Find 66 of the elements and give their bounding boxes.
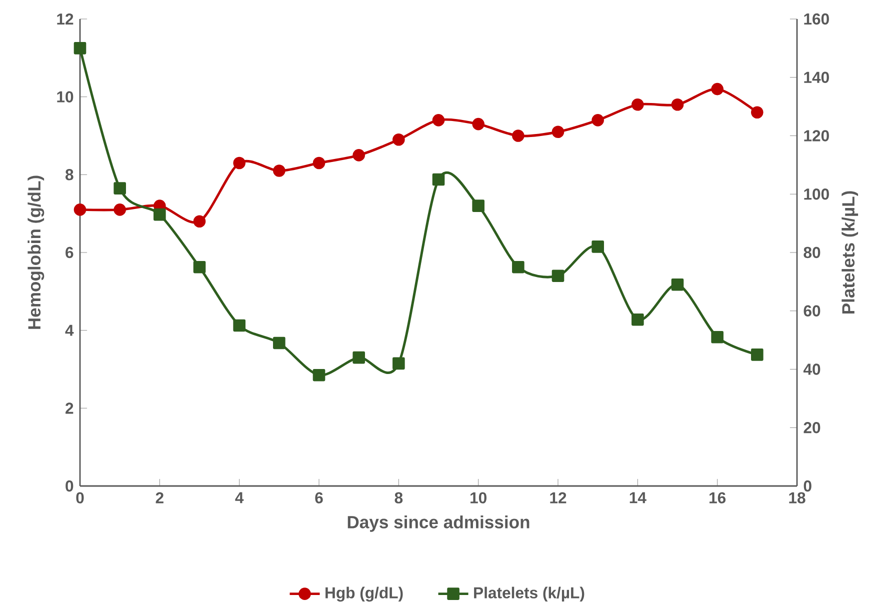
legend-label: Hgb (g/dL)	[326, 586, 403, 602]
point	[751, 106, 764, 119]
point	[432, 114, 445, 126]
y-tick-label: 2	[66, 402, 74, 414]
x-tick-label: 10	[470, 492, 486, 504]
point	[154, 208, 166, 221]
y-tick-label: 10	[57, 91, 74, 102]
x-tick-label: 16	[710, 492, 726, 504]
point	[74, 42, 86, 54]
point	[233, 319, 246, 332]
x-tick-label: 12	[550, 492, 566, 504]
point	[193, 260, 206, 274]
point	[352, 351, 365, 364]
x-tick-label: 14	[630, 492, 646, 504]
y-tick-label: 4	[65, 324, 74, 336]
x-tick-label: 4	[235, 492, 244, 504]
y-tick-label: 0	[66, 480, 74, 492]
x-tick-label: 0	[76, 492, 84, 504]
y2-tick-label: 0	[804, 480, 812, 492]
point	[193, 215, 206, 228]
y2-tick-label: 120	[804, 130, 829, 142]
y2-tick-label: 80	[804, 246, 820, 258]
point	[512, 130, 524, 142]
point	[432, 173, 445, 186]
x-tick-label: 2	[156, 492, 164, 504]
point	[352, 149, 365, 162]
point	[233, 156, 246, 170]
point	[592, 114, 604, 126]
legend-label: Platelets (k/µL)	[474, 586, 584, 602]
point	[74, 204, 86, 216]
point	[751, 348, 764, 361]
point	[632, 313, 644, 326]
point	[472, 200, 484, 212]
y-tick-label: 8	[65, 169, 74, 180]
point	[552, 126, 564, 138]
point	[592, 240, 604, 253]
point	[711, 331, 724, 344]
point	[512, 260, 524, 274]
y-axis-title: Hemoglobin (g/dL)	[28, 176, 44, 329]
y2-tick-label: 100	[804, 188, 829, 200]
point	[632, 98, 644, 111]
y2-tick-label: 40	[803, 364, 820, 375]
x-tick-label: 18	[789, 492, 806, 504]
point	[114, 204, 126, 216]
point	[273, 164, 286, 177]
y2-tick-label: 140	[804, 72, 829, 83]
y2-axis-title: Platelets (k/µL)	[842, 191, 858, 314]
point	[392, 133, 405, 146]
point	[392, 357, 405, 370]
point	[671, 98, 684, 111]
point	[312, 156, 326, 170]
point	[472, 118, 484, 130]
y2-tick-label: 20	[804, 422, 820, 434]
point	[552, 270, 564, 282]
y2-tick-label: 60	[804, 305, 820, 316]
y-tick-label: 12	[57, 13, 74, 25]
point	[273, 336, 286, 350]
point	[671, 278, 684, 291]
x-tick-label: 6	[315, 492, 323, 504]
y-tick-label: 6	[66, 246, 74, 258]
y2-tick-label: 160	[804, 13, 829, 25]
x-tick-label: 8	[394, 492, 403, 504]
point	[114, 182, 126, 194]
point	[312, 368, 326, 382]
point	[711, 82, 724, 96]
x-axis-title: Days since admission	[348, 515, 530, 532]
